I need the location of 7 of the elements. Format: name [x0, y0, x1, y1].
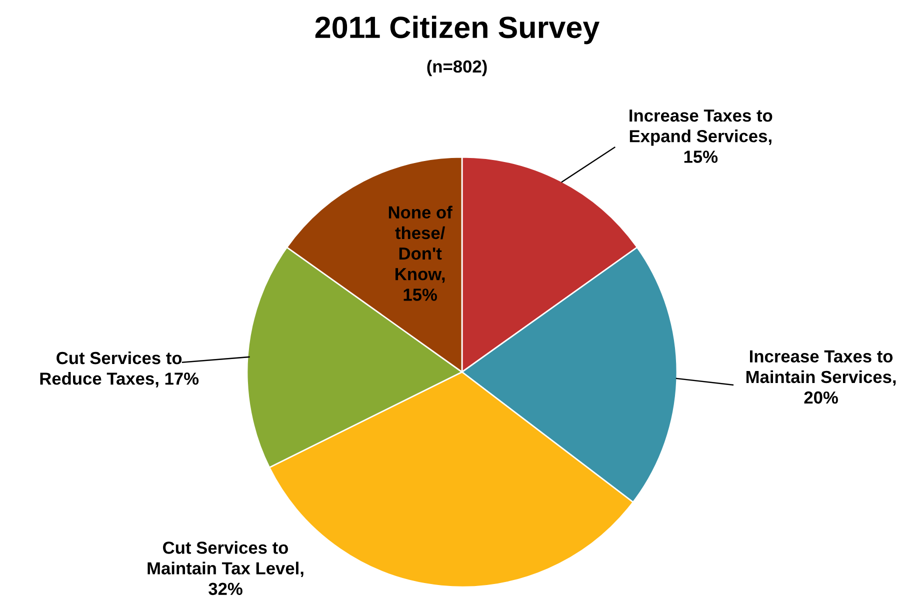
slice-label: Increase Taxes to Maintain Services, 20%: [746, 350, 896, 404]
chart-subtitle: (n=802): [427, 60, 487, 76]
chart-title: 2011 Citizen Survey: [315, 16, 600, 44]
slice-label: Cut Services to Reduce Taxes, 17%: [40, 351, 199, 388]
slice-label: None of these/ Don't Know, 15%: [388, 206, 452, 301]
slice-label: Cut Services to Maintain Tax Level, 32%: [148, 541, 304, 596]
slice-label: Increase Taxes to Expand Services, 15%: [630, 110, 772, 163]
